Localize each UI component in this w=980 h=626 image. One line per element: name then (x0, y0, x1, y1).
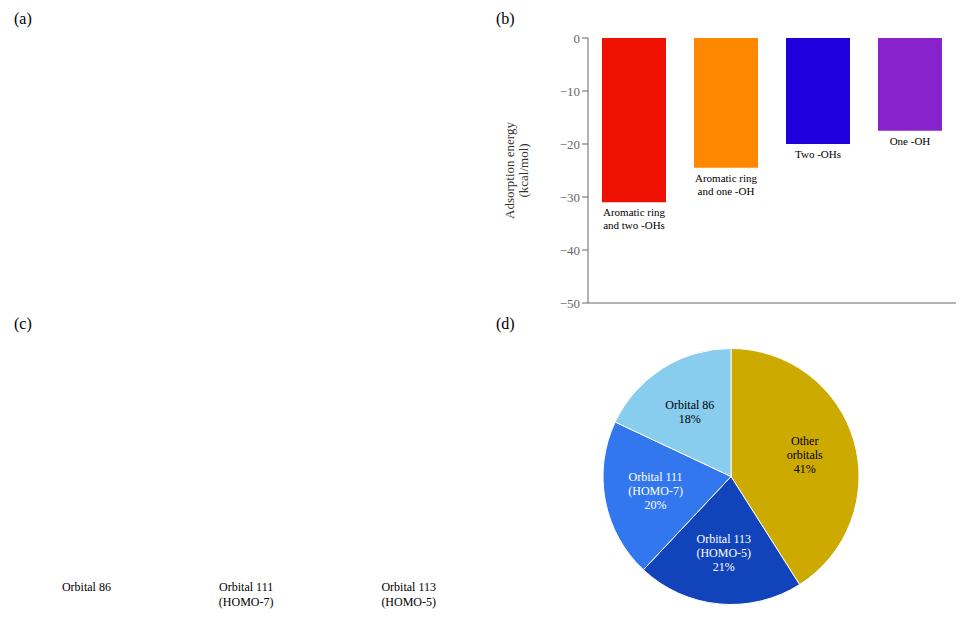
svg-text:−10: −10 (560, 84, 580, 99)
svg-text:Orbital 111(HOMO-7)20%: Orbital 111(HOMO-7)20% (628, 470, 683, 512)
svg-text:Otherorbitals41%: Otherorbitals41% (787, 434, 823, 476)
html-text:Orbital 86: Orbital 86 (61, 580, 111, 594)
svg-text:Adsorption energy(kcal/mol): Adsorption energy(kcal/mol) (501, 122, 531, 219)
svg-text:−50: −50 (560, 296, 580, 311)
html-text:(a): (a) (14, 10, 32, 27)
svg-text:Two -OHs: Two -OHs (795, 148, 841, 160)
svg-text:One -OH: One -OH (890, 135, 931, 147)
html-text:Orbital 113 (HOMO-5): Orbital 113 (HOMO-5) (381, 580, 436, 609)
html-text:(d): (d) (496, 315, 515, 332)
svg-text:0: 0 (574, 31, 581, 46)
svg-text:−20: −20 (560, 137, 580, 152)
html-text:(b): (b) (496, 10, 515, 27)
html-text:(c): (c) (14, 315, 32, 332)
svg-text:Aromatic ringand two -OHs: Aromatic ringand two -OHs (603, 206, 666, 231)
svg-text:Orbital 113(HOMO-5)21%: Orbital 113(HOMO-5)21% (696, 532, 751, 574)
svg-text:−30: −30 (560, 190, 580, 205)
svg-text:Aromatic ringand one -OH: Aromatic ringand one -OH (695, 172, 758, 197)
svg-text:Orbital 8618%: Orbital 8618% (665, 398, 714, 426)
svg-text:−40: −40 (560, 243, 580, 258)
html-text:Orbital 111 (HOMO-7): Orbital 111 (HOMO-7) (218, 580, 274, 609)
